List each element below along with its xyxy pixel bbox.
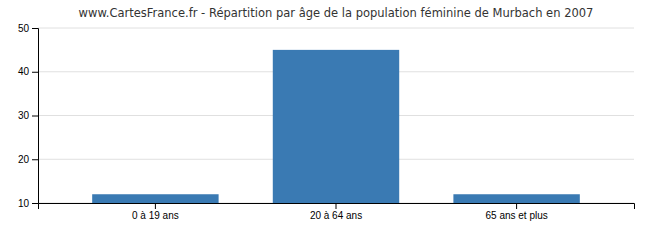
tick: 40 — [18, 66, 38, 77]
plot-area: 10 20 30 40 50 0 à 19 ans 20 à 64 ans 65 ans et… — [18, 23, 635, 221]
tick: 65 ans et plus — [485, 203, 547, 221]
tick-label: 20 à 64 ans — [310, 210, 362, 221]
tick-label: 50 — [18, 23, 30, 34]
tick-mark — [32, 159, 38, 160]
tick-label: 30 — [18, 110, 30, 121]
tick: 50 — [18, 23, 38, 34]
tick-mark — [336, 203, 337, 209]
tick: 10 — [18, 198, 38, 209]
bars — [92, 50, 580, 203]
tick-mark — [32, 72, 38, 73]
tick-mark — [32, 28, 38, 29]
bar — [92, 194, 218, 203]
axis-line — [39, 204, 635, 210]
tick-mark — [155, 203, 156, 209]
chart-title: www.CartesFrance.fr - Répartition par âg… — [79, 6, 594, 20]
tick: 0 à 19 ans — [132, 203, 179, 221]
tick-label: 10 — [18, 198, 30, 209]
grid-line — [38, 28, 634, 29]
tick-label: 65 ans et plus — [485, 210, 547, 221]
tick-mark — [32, 203, 38, 204]
tick-mark — [32, 116, 38, 117]
tick: 20 à 64 ans — [310, 203, 362, 221]
bar — [273, 50, 399, 203]
bar — [453, 194, 579, 203]
tick-label: 20 — [18, 154, 30, 165]
chart-container: www.CartesFrance.fr - Répartition par âg… — [0, 0, 650, 229]
chart-svg: www.CartesFrance.fr - Répartition par âg… — [0, 0, 650, 229]
tick-label: 0 à 19 ans — [132, 210, 179, 221]
tick: 20 — [18, 154, 38, 165]
tick: 30 — [18, 110, 38, 121]
y-axis: 10 20 30 40 50 — [18, 23, 39, 209]
tick-label: 40 — [18, 66, 30, 77]
tick-mark — [516, 203, 517, 209]
x-axis: 0 à 19 ans 20 à 64 ans 65 ans et plus — [39, 203, 635, 221]
axis-line — [32, 29, 39, 204]
grid — [38, 28, 634, 203]
